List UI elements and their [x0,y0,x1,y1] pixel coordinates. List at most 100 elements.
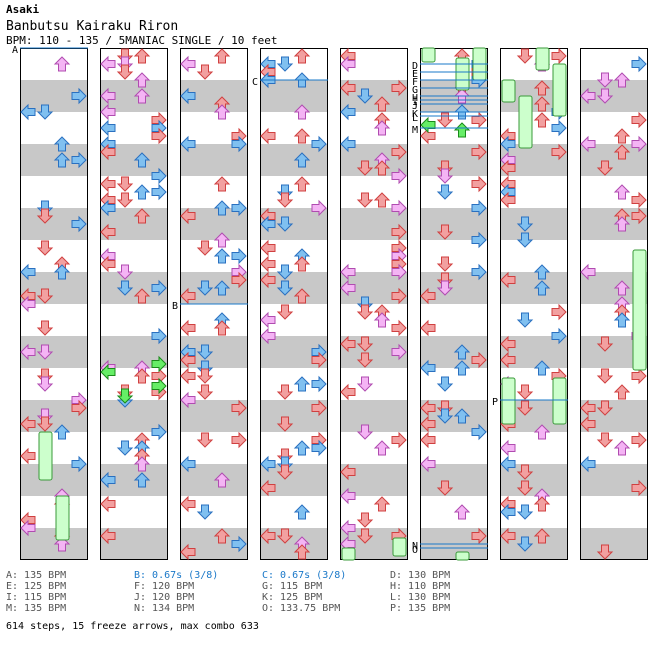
beat-stripe [580,336,648,352]
step-arrow [20,103,36,121]
song-meta: BPM: 110 - 135 / 5MANIAC SINGLE / 10 fee… [6,34,278,47]
beat-stripe [260,208,328,224]
freeze-arrow [632,249,647,371]
chart-column-8 [580,48,648,560]
step-arrow [71,215,87,233]
step-arrow [500,527,516,545]
step-arrow [340,519,356,537]
beat-stripe [100,272,168,288]
step-arrow [231,535,247,553]
step-arrow [436,112,454,128]
beat-stripe [580,272,648,288]
step-arrow [231,135,247,153]
step-arrow [180,351,196,369]
beat-stripe [260,480,328,496]
step-arrow [596,400,614,416]
bpm-change-label: F [412,77,418,88]
step-arrow [293,440,311,456]
step-arrow [391,79,407,97]
bpm-legend-column-4: D: 130 BPM H: 110 BPM L: 130 BPM P: 135 BPM [390,570,450,614]
beat-stripe [20,544,88,560]
chart-column-5 [340,48,408,560]
step-arrow [196,384,214,400]
artist-name: Asaki [6,3,40,16]
step-arrow [391,287,407,305]
step-arrow [631,207,647,225]
step-arrow [36,104,54,120]
beat-stripe [100,464,168,480]
beat-stripe [500,352,568,368]
step-arrow [196,504,214,520]
step-arrow [36,320,54,336]
step-arrow [631,111,647,129]
beat-stripe [340,224,408,240]
step-arrow [356,376,374,392]
beat-stripe [180,336,248,352]
beat-stripe [180,144,248,160]
step-arrow [516,480,534,496]
beat-stripe [580,416,648,432]
step-arrow [596,368,614,384]
step-arrow [100,255,116,273]
beat-stripe [500,544,568,560]
step-arrow [420,455,436,473]
bpm-change-label: O [412,545,418,556]
beat-stripe [100,352,168,368]
beat-stripe [420,208,488,224]
beat-stripe [260,144,328,160]
step-arrow [420,359,436,377]
beat-stripe [180,464,248,480]
beat-stripe [340,416,408,432]
beat-stripe [340,400,408,416]
step-arrow [471,527,487,545]
beat-stripe [180,352,248,368]
shock-arrow [151,355,167,373]
step-arrow [500,503,516,521]
beat-stripe [100,80,168,96]
step-arrow [276,528,294,544]
step-arrow [100,199,116,217]
song-title: Banbutsu Kairaku Riron [6,19,179,34]
step-arrow [36,376,54,392]
step-arrow [596,72,614,88]
step-arrow [36,208,54,224]
step-arrow [391,431,407,449]
step-arrow [311,375,327,393]
beat-stripe [420,544,488,560]
bpm-change-label: J [412,101,418,112]
bpm-change-label: C [252,77,258,88]
beat-stripe [500,464,568,480]
step-arrow [133,208,151,224]
step-arrow [36,288,54,304]
step-arrow [436,256,454,272]
step-arrow [20,295,36,313]
step-arrow [516,536,534,552]
step-arrow [516,216,534,232]
beat-stripe [340,272,408,288]
step-arrow [516,48,534,64]
beat-stripe [180,96,248,112]
beat-stripe [20,464,88,480]
step-arrow [180,455,196,473]
step-arrow [340,279,356,297]
step-arrow [196,344,214,360]
step-arrow [516,312,534,328]
step-arrow [151,183,167,201]
step-arrow [260,479,276,497]
step-arrow [420,431,436,449]
beat-stripe [20,336,88,352]
step-arrow [391,263,407,281]
beat-stripe [20,288,88,304]
step-arrow [613,184,631,200]
step-arrow [276,464,294,480]
beat-stripe [20,528,88,544]
step-arrow [20,519,36,537]
step-arrow [100,143,116,161]
step-arrow [180,319,196,337]
beat-stripe [100,528,168,544]
step-arrow [613,384,631,400]
step-arrow [196,432,214,448]
beat-stripe [260,80,328,96]
step-arrow [196,280,214,296]
step-arrow [133,472,151,488]
